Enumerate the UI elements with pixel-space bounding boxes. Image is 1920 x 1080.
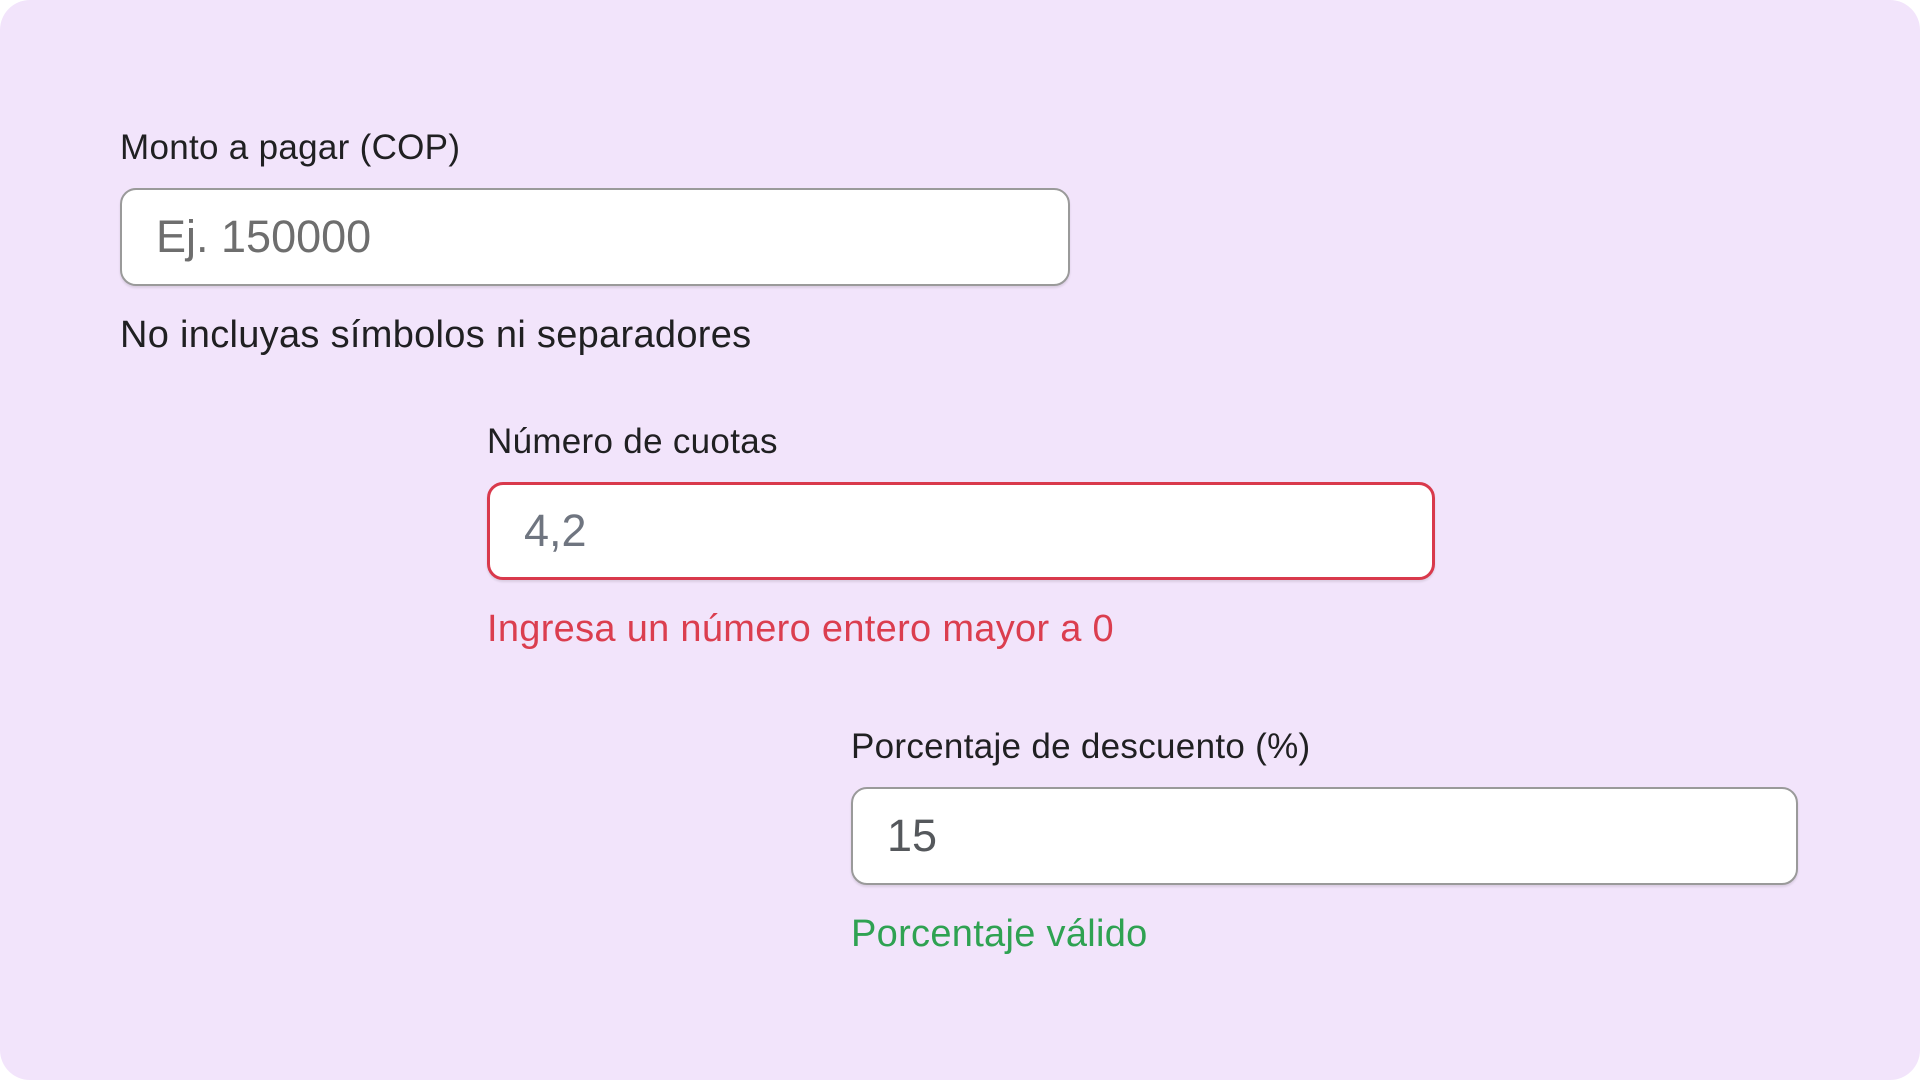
discount-label: Porcentaje de descuento (%) <box>851 727 1311 766</box>
amount-label: Monto a pagar (COP) <box>120 128 461 167</box>
installments-error-text: Ingresa un número entero mayor a 0 <box>487 608 1114 650</box>
discount-success-text: Porcentaje válido <box>851 913 1148 955</box>
installments-label: Número de cuotas <box>487 422 778 461</box>
discount-field-group: Porcentaje de descuento (%) Porcentaje v… <box>851 725 1798 957</box>
amount-field-group: Monto a pagar (COP) No incluyas símbolos… <box>120 126 1070 358</box>
installments-field-group: Número de cuotas Ingresa un número enter… <box>487 420 1435 652</box>
amount-input[interactable] <box>120 188 1070 286</box>
installments-input[interactable] <box>487 482 1435 580</box>
amount-helper-text: No incluyas símbolos ni separadores <box>120 314 752 356</box>
discount-input[interactable] <box>851 787 1798 885</box>
